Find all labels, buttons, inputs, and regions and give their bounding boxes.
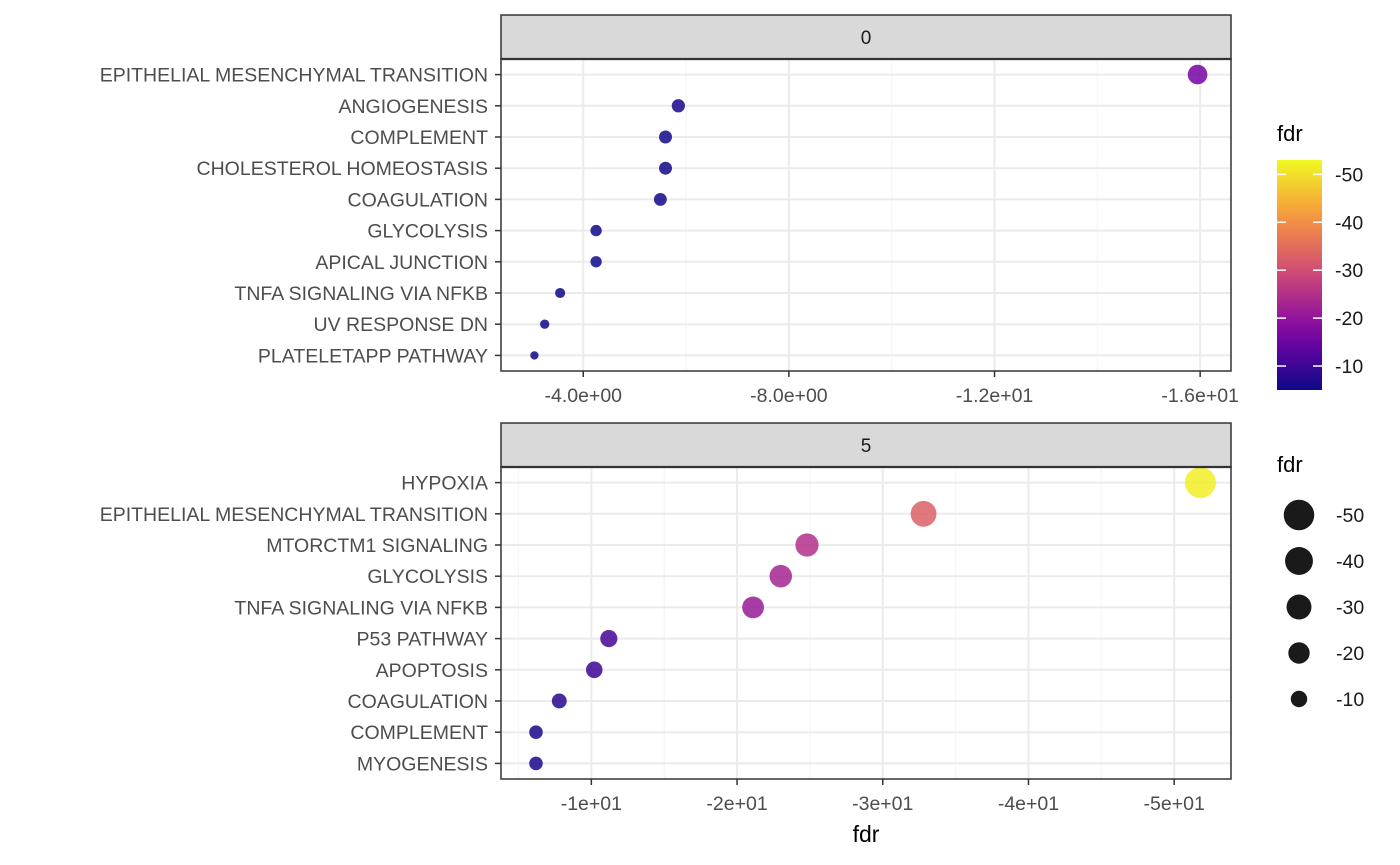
size-legend-key [1286, 594, 1312, 620]
data-point [910, 500, 937, 527]
color-legend: fdr -50 -40 -30 -20 -10 [1277, 121, 1363, 390]
data-point [530, 351, 539, 360]
data-point [659, 130, 673, 144]
y-tick-label: UV RESPONSE DN [314, 314, 488, 336]
size-legend-label: -40 [1336, 551, 1364, 573]
y-tick-label: MTORCTM1 SIGNALING [266, 535, 488, 557]
data-point [1184, 467, 1216, 499]
color-legend-label: -30 [1335, 260, 1363, 282]
size-legend-key [1285, 547, 1313, 575]
x-tick-label: -5e+01 [1144, 793, 1205, 815]
data-point [653, 192, 667, 206]
data-point [585, 661, 603, 679]
x-tick-label: -3e+01 [852, 793, 913, 815]
data-point [600, 630, 618, 648]
data-point [540, 319, 550, 329]
data-point [659, 161, 673, 175]
x-axis-title: fdr [853, 821, 880, 847]
facet-strip-label: 5 [861, 436, 872, 457]
facet-strip [500, 14, 1232, 60]
y-tick-label: GLYCOLYSIS [367, 566, 488, 588]
color-legend-bar [1277, 160, 1322, 390]
y-tick-label: GLYCOLYSIS [367, 221, 488, 243]
y-tick-label: ANGIOGENESIS [338, 96, 488, 118]
data-point [529, 756, 543, 771]
facet-panels: 0 EPITHELIAL MESENCHYMAL TRANSITION ANGIOG… [100, 14, 1239, 815]
data-point [795, 533, 819, 557]
size-legend-key [1288, 642, 1310, 664]
size-legend-title: fdr [1277, 452, 1303, 477]
size-legend-label: -50 [1336, 505, 1364, 527]
x-tick-label: -4e+01 [998, 793, 1059, 815]
x-tick-label: -1.6e+01 [1161, 385, 1239, 407]
y-tick-label: COMPLEMENT [350, 127, 488, 149]
y-tick-label: APOPTOSIS [376, 660, 488, 682]
y-tick-label: APICAL JUNCTION [315, 252, 488, 274]
size-legend-key [1283, 499, 1315, 531]
panel-background [501, 59, 1231, 371]
x-tick-label: -8.0e+00 [750, 385, 828, 407]
data-point [551, 693, 567, 709]
y-tick-label: CHOLESTEROL HOMEOSTASIS [197, 158, 488, 180]
size-legend-key [1290, 690, 1308, 708]
y-tick-label: COAGULATION [348, 691, 489, 713]
y-tick-label: PLATELETAPP PATHWAY [258, 345, 488, 367]
size-legend-label: -30 [1336, 597, 1364, 619]
x-tick-label: -1.2e+01 [956, 385, 1034, 407]
color-legend-label: -50 [1335, 164, 1363, 186]
y-tick-label: COAGULATION [348, 189, 489, 211]
data-point [769, 564, 793, 588]
color-legend-label: -40 [1335, 212, 1363, 234]
data-point [671, 99, 685, 113]
x-tick-label: -2e+01 [706, 793, 767, 815]
size-legend: fdr -50 -40 -30 -20 -10 [1277, 452, 1364, 711]
x-tick-label: -1e+01 [561, 793, 622, 815]
y-tick-label: TNFA SIGNALING VIA NFKB [234, 283, 488, 305]
color-legend-label: -10 [1335, 356, 1363, 378]
facet-panel-0: 0 EPITHELIAL MESENCHYMAL TRANSITION ANGIOG… [100, 14, 1239, 407]
data-point [590, 256, 602, 268]
facet-strip [500, 422, 1232, 468]
x-tick-label: -4.0e+00 [544, 385, 622, 407]
data-point [590, 224, 602, 237]
y-tick-label: MYOGENESIS [357, 753, 488, 775]
y-tick-label: TNFA SIGNALING VIA NFKB [234, 597, 488, 619]
y-tick-label: P53 PATHWAY [357, 629, 488, 651]
data-point [1187, 64, 1208, 85]
data-point [529, 725, 543, 739]
size-legend-label: -20 [1336, 643, 1364, 665]
y-tick-label: HYPOXIA [401, 473, 488, 495]
color-legend-title: fdr [1277, 121, 1303, 146]
data-point [742, 596, 764, 619]
y-tick-label: COMPLEMENT [350, 722, 488, 744]
y-tick-label: EPITHELIAL MESENCHYMAL TRANSITION [100, 65, 488, 87]
facet-panel-5: 5 HYPOXIA EPITHELIAL MESENCHYMAL TRANSITIO… [100, 422, 1232, 815]
panel-background [501, 467, 1231, 779]
size-legend-label: -10 [1336, 689, 1364, 711]
facet-strip-label: 0 [861, 28, 872, 49]
y-tick-label: EPITHELIAL MESENCHYMAL TRANSITION [100, 504, 488, 526]
data-point [555, 287, 566, 299]
color-legend-label: -20 [1335, 308, 1363, 330]
